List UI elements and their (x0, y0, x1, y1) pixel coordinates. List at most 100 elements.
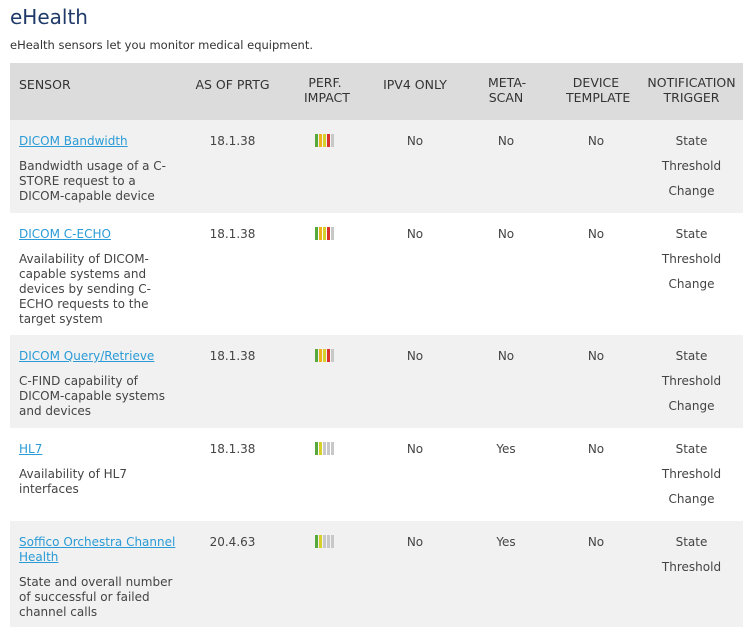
ipv4-cell: No (406, 442, 424, 456)
trigger: State (675, 535, 708, 549)
version-cell: 18.1.38 (209, 442, 256, 456)
sensor-link[interactable]: HL7 (19, 442, 43, 456)
impact-bar (331, 134, 334, 147)
impact-bar (315, 349, 318, 362)
trigger: Change (668, 492, 715, 506)
sensor-link[interactable]: Soffico Orchestra Channel Health (19, 535, 176, 564)
sensor-table: SENSOR AS OF PRTG PERF. IMPACT IPV4 ONLY… (10, 63, 743, 627)
trigger: State (675, 134, 708, 148)
trigger: Change (668, 399, 715, 413)
impact-icon (315, 442, 335, 455)
impact-bar (319, 349, 322, 362)
impact-bar (327, 349, 330, 362)
sensor-description: Availability of DICOM-capable systems an… (19, 252, 151, 326)
impact-bar (331, 442, 334, 455)
impact-bar (323, 442, 326, 455)
impact-bar (323, 134, 326, 147)
trigger-cell: State Threshold (640, 521, 743, 627)
trigger-cell: State Threshold Change (640, 120, 743, 213)
version-cell: 18.1.38 (185, 120, 280, 213)
trigger: Threshold (661, 560, 722, 574)
impact-bar (327, 442, 330, 455)
impact-cell (280, 213, 370, 335)
version-cell: 20.4.63 (185, 521, 280, 627)
sensor-link[interactable]: DICOM Bandwidth (19, 134, 128, 148)
impact-bar (315, 535, 318, 548)
sensor-row: Soffico Orchestra Channel Health State an… (10, 521, 743, 627)
impact-bar (331, 535, 334, 548)
device-template-cell: No (552, 521, 640, 627)
sensor-cell: DICOM Bandwidth Bandwidth usage of a C-ST… (10, 120, 185, 213)
device-template-cell: No (552, 120, 640, 213)
device-template-cell: No (587, 227, 605, 241)
impact-icon (315, 134, 335, 147)
impact-bar (323, 535, 326, 548)
impact-bar (315, 227, 318, 240)
column-header: IPV4 ONLY (370, 63, 460, 120)
sensor-row: DICOM Bandwidth Bandwidth usage of a C-ST… (10, 120, 743, 213)
trigger: State (675, 227, 708, 241)
sensor-row: DICOM Query/Retrieve C-FIND capability of… (10, 335, 743, 428)
impact-icon (315, 535, 335, 548)
column-header: NOTIFICATION TRIGGER (640, 63, 743, 120)
impact-icon (315, 227, 335, 240)
meta-scan-cell: No (460, 335, 552, 428)
ipv4-cell: No (370, 335, 460, 428)
impact-bar (323, 227, 326, 240)
sensor-description: State and overall number of successful o… (19, 575, 173, 619)
page-title: eHealth (10, 5, 88, 29)
version-cell: 18.1.38 (209, 227, 256, 241)
sensor-link[interactable]: DICOM Query/Retrieve (19, 349, 155, 363)
trigger: Change (668, 277, 715, 291)
meta-scan-cell: No (460, 120, 552, 213)
impact-bar (331, 227, 334, 240)
trigger-cell: State Threshold Change (640, 335, 743, 428)
subtitle: eHealth sensors let you monitor medical … (10, 38, 314, 52)
sensor-row: HL7 Availability of HL7 interfaces 18.1.38… (10, 428, 743, 521)
sensor-cell: HL7 Availability of HL7 interfaces (10, 428, 185, 521)
meta-scan-cell: No (497, 227, 515, 241)
trigger: State (675, 442, 708, 456)
device-template-cell: No (587, 442, 605, 456)
trigger: Threshold (661, 252, 722, 266)
header-row: SENSOR AS OF PRTG PERF. IMPACT IPV4 ONLY… (10, 63, 743, 120)
trigger-cell: State Threshold Change (640, 213, 743, 335)
ipv4-cell: No (370, 521, 460, 627)
column-header: META-SCAN (460, 63, 552, 120)
impact-bar (319, 227, 322, 240)
impact-bar (323, 349, 326, 362)
impact-cell (280, 335, 370, 428)
sensor-cell: Soffico Orchestra Channel Health State an… (10, 521, 185, 627)
impact-bar (327, 227, 330, 240)
impact-bar (327, 134, 330, 147)
impact-cell (280, 428, 370, 521)
column-header: SENSOR (10, 63, 185, 120)
trigger: Threshold (661, 374, 722, 388)
sensor-cell: DICOM Query/Retrieve C-FIND capability of… (10, 335, 185, 428)
version-cell: 18.1.38 (185, 335, 280, 428)
sensor-description: Availability of HL7 interfaces (19, 467, 127, 496)
impact-icon (315, 349, 335, 362)
impact-bar (315, 134, 318, 147)
impact-bar (319, 535, 322, 548)
impact-cell (280, 120, 370, 213)
column-header: PERF. IMPACT (280, 63, 370, 120)
impact-bar (319, 134, 322, 147)
trigger: Threshold (661, 467, 722, 481)
sensor-description: Bandwidth usage of a C-STORE request to … (19, 159, 166, 203)
trigger-cell: State Threshold Change (640, 428, 743, 521)
impact-bar (315, 442, 318, 455)
device-template-cell: No (552, 335, 640, 428)
ipv4-cell: No (370, 120, 460, 213)
sensor-description: C-FIND capability of DICOM-capable syste… (19, 374, 165, 418)
sensor-cell: DICOM C-ECHO Availability of DICOM-capabl… (10, 213, 185, 335)
impact-bar (327, 535, 330, 548)
trigger: Change (668, 184, 715, 198)
column-header: AS OF PRTG (185, 63, 280, 120)
meta-scan-cell: Yes (460, 521, 552, 627)
sensor-link[interactable]: DICOM C-ECHO (19, 227, 111, 241)
meta-scan-cell: Yes (496, 442, 516, 456)
impact-cell (280, 521, 370, 627)
impact-bar (319, 442, 322, 455)
